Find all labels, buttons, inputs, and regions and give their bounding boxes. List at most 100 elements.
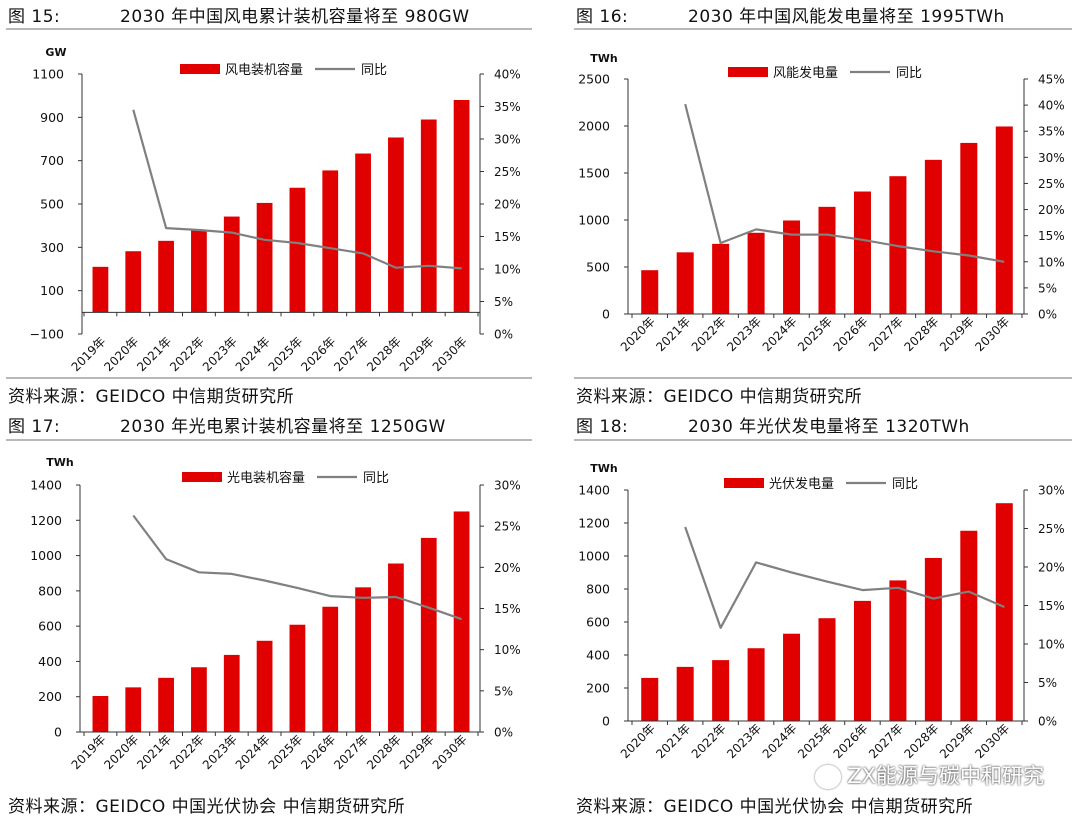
left-tick-label: 1200 <box>578 516 610 531</box>
legend-bar-label: 风电装机容量 <box>225 62 303 78</box>
category-label: 2027年 <box>331 334 371 374</box>
left-tick-label: 1400 <box>30 478 62 493</box>
left-tick-label: 500 <box>40 197 64 212</box>
bar <box>355 153 371 313</box>
bar <box>818 206 836 314</box>
source-rule <box>574 377 1072 379</box>
watermark-text: ZX能源与碳中和研究 <box>847 764 1044 788</box>
left-tick-label: 300 <box>40 240 64 255</box>
right-tick-label: 0% <box>494 726 513 740</box>
category-label: 2026年 <box>298 732 338 772</box>
source-rule <box>6 377 532 379</box>
category-label: 2027年 <box>866 314 906 354</box>
category-label: 2024年 <box>760 721 800 761</box>
right-tick-label: 30% <box>1038 151 1065 165</box>
wechat-icon <box>815 765 842 789</box>
left-tick-label: 1200 <box>30 513 62 528</box>
figure-title: 图 16: 2030 年中国风能发电量将至 1995TWh <box>576 2 1005 27</box>
category-label: 2022年 <box>167 334 207 374</box>
figure-label: 图 15: <box>8 7 61 27</box>
solar-capacity-chart: TWh 0 200 400 600 800 1000 1200 1400 0% 5% 10% 15% 20… <box>30 456 521 772</box>
bar <box>158 677 174 732</box>
category-label: 2020年 <box>101 732 141 772</box>
right-tick-label: 35% <box>1038 125 1065 139</box>
left-tick-label: 400 <box>38 654 62 669</box>
right-tick-label: 0% <box>1038 715 1057 729</box>
right-tick-label: 25% <box>1038 177 1065 191</box>
category-label: 2020年 <box>101 334 141 374</box>
category-label: 2029年 <box>397 334 437 374</box>
right-tick-label: 10% <box>1038 255 1065 269</box>
category-label: 2023年 <box>200 732 240 772</box>
bar <box>453 100 470 313</box>
category-label: 2028年 <box>902 721 942 761</box>
right-tick-label: 0% <box>494 328 513 342</box>
right-tick-label: 5% <box>494 295 513 309</box>
bar <box>924 159 942 314</box>
right-tick-label: 30% <box>1038 484 1065 498</box>
source-note: 资料来源：GEIDCO 中国光伏协会 中信期货研究所 <box>576 797 974 817</box>
figure-label: 图 17: <box>8 417 61 437</box>
bar <box>256 640 273 732</box>
left-tick-label: 1400 <box>578 483 610 498</box>
bar <box>747 232 765 314</box>
bar <box>125 687 142 732</box>
unit-label: GW <box>45 46 66 59</box>
bar <box>223 216 240 313</box>
bar <box>853 191 871 314</box>
left-tick-label: 800 <box>586 582 610 597</box>
left-tick-label: 1000 <box>578 213 610 228</box>
category-label: 2028年 <box>364 334 404 374</box>
category-label: 2022年 <box>689 721 729 761</box>
bar <box>191 230 207 313</box>
category-label: 2024年 <box>233 732 273 772</box>
bar <box>289 624 306 732</box>
figure-label: 图 16: <box>576 7 629 27</box>
category-label: 2022年 <box>167 732 207 772</box>
legend-bar-label: 光电装机容量 <box>227 470 305 486</box>
right-tick-label: 45% <box>1038 73 1065 87</box>
right-tick-label: 5% <box>494 684 513 698</box>
left-tick-label: 0 <box>602 714 610 729</box>
bar <box>388 137 404 313</box>
bar <box>256 202 273 313</box>
figure-15-panel: 图 15: 2030 年中国风电累计装机容量将至 980GW GW −100 100 3… <box>0 0 540 411</box>
bar <box>853 600 871 721</box>
legend-bar-label: 风能发电量 <box>773 65 838 81</box>
unit-label: TWh <box>46 456 73 469</box>
legend-bar-swatch <box>724 478 764 488</box>
title-rule <box>6 28 532 30</box>
bar <box>995 126 1013 314</box>
category-label: 2023年 <box>724 314 764 354</box>
left-tick-label: 600 <box>586 615 610 630</box>
bar <box>960 530 978 721</box>
right-tick-label: 20% <box>1038 561 1065 575</box>
category-label: 2025年 <box>795 721 835 761</box>
figure-title: 图 17: 2030 年光电累计装机容量将至 1250GW <box>8 412 446 437</box>
title-rule <box>6 439 532 441</box>
legend-line-label: 同比 <box>361 63 387 78</box>
bar <box>995 503 1013 721</box>
bar <box>712 243 730 314</box>
unit-label: TWh <box>590 52 617 65</box>
legend-bar-swatch <box>182 472 222 482</box>
bar <box>641 677 659 721</box>
bar <box>889 580 907 721</box>
category-label: 2021年 <box>653 314 693 354</box>
category-label: 2030年 <box>972 721 1012 761</box>
figure-18-panel: 图 18: 2030 年光伏发电量将至 1320TWh TWh 0 200 400 600… <box>540 411 1080 822</box>
right-tick-label: 10% <box>494 643 521 657</box>
category-label: 2025年 <box>266 732 306 772</box>
legend-bar-label: 光伏发电量 <box>769 476 834 492</box>
category-label: 2021年 <box>134 334 174 374</box>
solar-generation-chart: TWh 0 200 400 600 800 1000 1200 1400 0% 5% 10% 15% 20… <box>578 462 1065 761</box>
right-tick-label: 15% <box>1038 599 1065 613</box>
left-tick-label: 200 <box>38 689 62 704</box>
bar <box>355 587 371 732</box>
left-tick-label: 200 <box>586 681 610 696</box>
figure-17-panel: 图 17: 2030 年光电累计装机容量将至 1250GW TWh 0 200 400 6… <box>0 411 540 822</box>
bar <box>420 119 437 313</box>
figure-label: 图 18: <box>576 417 629 437</box>
left-tick-label: 700 <box>40 153 64 168</box>
right-tick-label: 20% <box>1038 203 1065 217</box>
